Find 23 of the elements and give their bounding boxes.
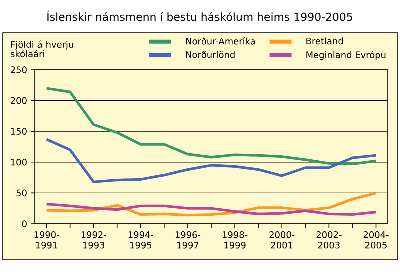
y-tick-label: 200 xyxy=(11,97,27,104)
x-tick-label: 1992-1993 xyxy=(82,232,106,249)
legend-label: Meginland Evrópu xyxy=(306,51,386,60)
x-tick-label: 1998-1999 xyxy=(222,232,248,249)
y-tick-label: 0 xyxy=(22,220,27,228)
legend-label: Norðurlönd xyxy=(186,51,235,58)
line-series xyxy=(45,138,378,184)
x-tick-label: 1996-1997 xyxy=(176,232,201,249)
y-tick-label: 150 xyxy=(11,128,27,135)
line-series xyxy=(45,87,378,166)
chart-title: Íslenskir námsmenn í bestu háskólum heims 1990-2005 xyxy=(47,10,352,22)
y-tick-label: 100 xyxy=(11,159,27,166)
y-tick-label: 250 xyxy=(11,66,27,74)
y-axis-title: Fjöldi á hverju skólaári xyxy=(11,40,74,58)
x-tick-label: 2004-2005 xyxy=(364,232,389,249)
legend-label: Norður-Ameríka xyxy=(186,38,256,45)
line-series xyxy=(45,202,378,216)
x-tick-label: 1994-1995 xyxy=(128,232,154,249)
x-tick-label: 2000-2001 xyxy=(270,232,295,249)
x-tick-label: 1990-1991 xyxy=(34,232,60,249)
legend-label: Bretland xyxy=(306,38,344,45)
x-tick-label: 2002-2003 xyxy=(316,232,342,249)
y-tick-label: 50 xyxy=(16,190,27,197)
